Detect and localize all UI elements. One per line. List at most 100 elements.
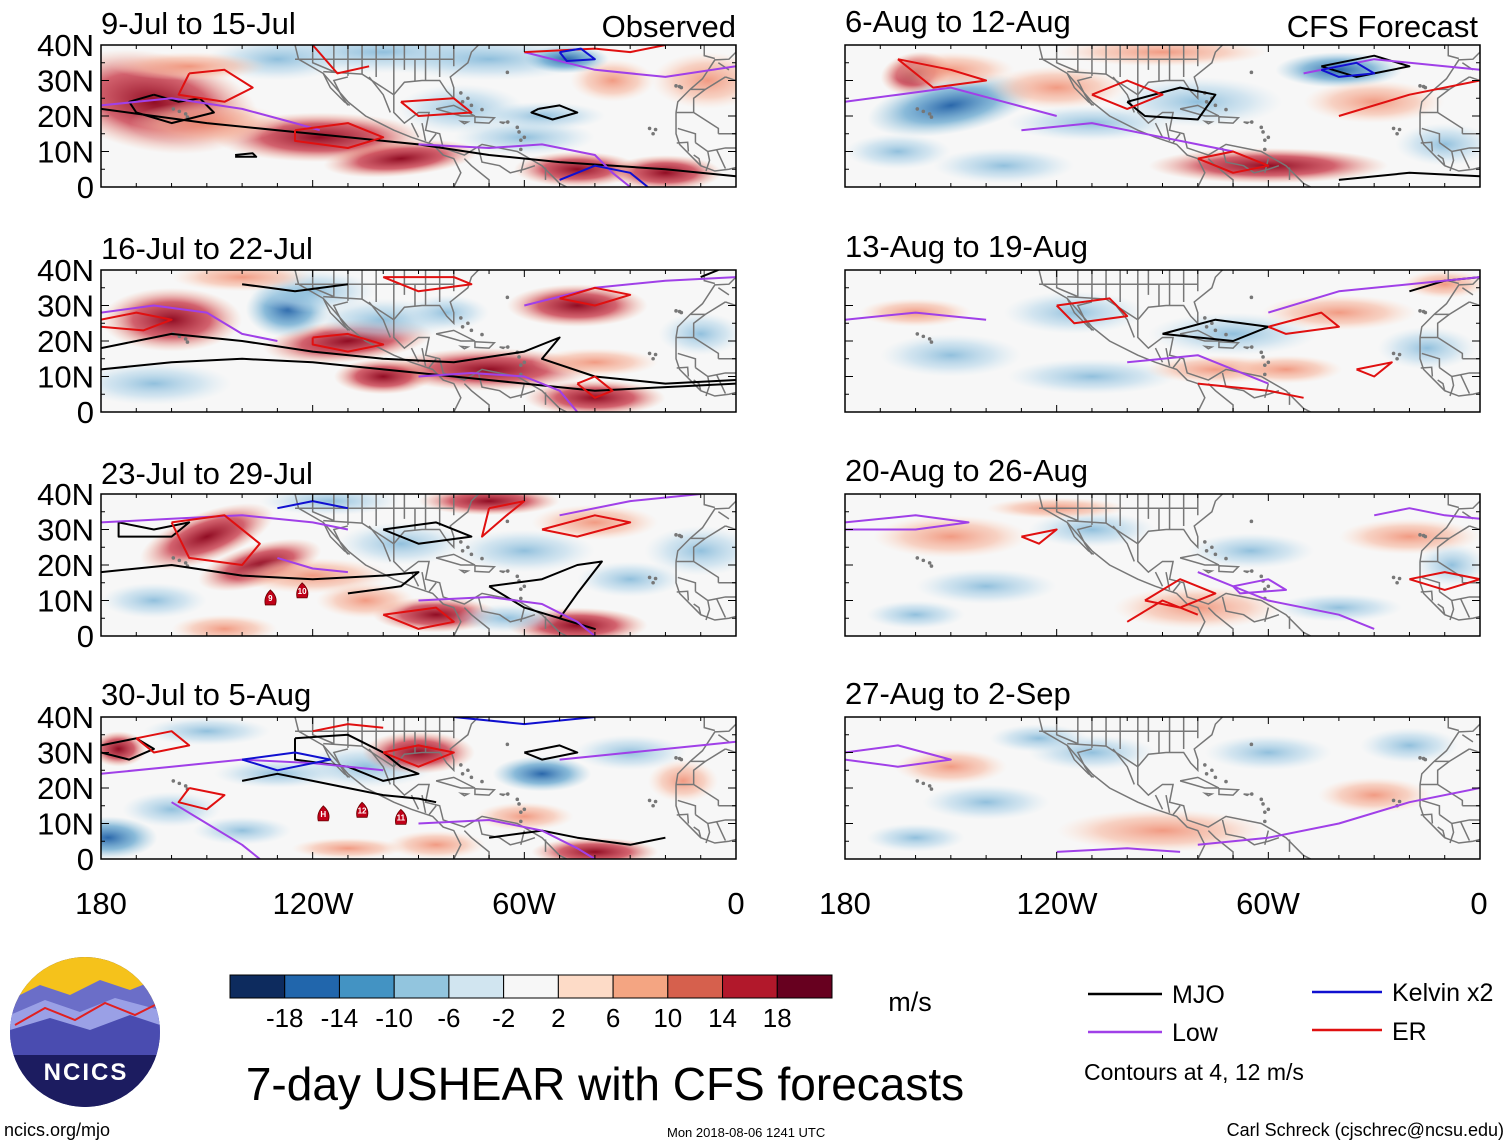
shading-blob xyxy=(1395,123,1480,166)
island xyxy=(1204,325,1209,329)
shading-blob xyxy=(1056,809,1269,852)
colorbar-segment xyxy=(448,974,505,999)
island xyxy=(1418,84,1422,88)
shading-blob xyxy=(915,568,1057,605)
coastline xyxy=(676,511,736,621)
shading-blob xyxy=(651,52,736,109)
island xyxy=(1397,799,1402,804)
coastline xyxy=(703,717,716,732)
coastline xyxy=(294,270,462,412)
island xyxy=(469,328,474,333)
island xyxy=(183,337,188,341)
contour-line xyxy=(135,730,191,754)
island xyxy=(505,345,510,349)
island xyxy=(459,763,463,767)
shading-blob xyxy=(143,717,271,746)
colorbar-segment xyxy=(776,974,833,999)
island xyxy=(921,781,926,786)
contour-line xyxy=(559,740,736,761)
coastline xyxy=(332,748,349,778)
island xyxy=(1391,351,1396,356)
coastline xyxy=(1218,115,1241,124)
island xyxy=(1263,819,1267,824)
contour-line xyxy=(1021,122,1234,153)
contour-line xyxy=(897,58,988,89)
contour-line xyxy=(845,744,952,768)
island xyxy=(480,779,484,784)
shading-blob xyxy=(386,830,486,859)
contour-line xyxy=(101,564,420,595)
island xyxy=(674,756,678,760)
coastline xyxy=(295,494,455,545)
map-panel-f4 xyxy=(844,716,1481,860)
coastline xyxy=(295,45,455,96)
island xyxy=(1224,107,1228,112)
island xyxy=(183,784,188,788)
contour-line xyxy=(382,276,473,293)
footer-author: Carl Schreck (cjschrec@ncsu.edu) xyxy=(1226,1120,1504,1140)
coastline xyxy=(295,270,455,321)
island xyxy=(653,576,658,581)
lat-label: 0 xyxy=(77,170,94,205)
contour-line xyxy=(1091,79,1164,110)
island xyxy=(1423,534,1428,539)
island xyxy=(1391,798,1396,803)
shading-blob xyxy=(1148,312,1318,356)
colorbar-tick-label: 2 xyxy=(551,1003,565,1033)
island xyxy=(651,131,655,136)
shading-blob xyxy=(845,133,951,170)
colorbar-tick-label: -18 xyxy=(266,1003,304,1033)
island xyxy=(1263,587,1267,591)
island xyxy=(480,107,484,112)
island xyxy=(505,569,510,573)
island xyxy=(1418,309,1422,313)
coastline xyxy=(1038,494,1206,636)
contour-line xyxy=(294,122,385,149)
shading-blob xyxy=(577,561,684,597)
island xyxy=(1213,775,1218,780)
lat-label: 30N xyxy=(37,736,94,771)
island xyxy=(466,96,470,101)
island xyxy=(1423,757,1428,762)
contour-line xyxy=(177,68,254,103)
coastline xyxy=(1243,121,1251,125)
coastline xyxy=(1137,45,1224,101)
contour-line xyxy=(700,270,719,279)
island xyxy=(519,363,523,367)
shading-blob xyxy=(1204,734,1332,771)
contour-line xyxy=(576,375,614,399)
shading-blob xyxy=(1377,326,1477,370)
island xyxy=(505,519,510,524)
island xyxy=(1224,332,1228,337)
coastline xyxy=(1066,298,1095,331)
contour-line xyxy=(101,311,173,332)
lat-label: 20N xyxy=(37,771,94,806)
coastline xyxy=(393,766,568,859)
shading-blob xyxy=(337,522,465,565)
island xyxy=(915,107,920,111)
colorbar-segment xyxy=(338,974,395,999)
contour-line xyxy=(418,596,596,636)
contour-line xyxy=(128,93,215,125)
storm-marker: 11 xyxy=(395,808,408,825)
coastline xyxy=(1447,717,1460,732)
shading-blob xyxy=(139,503,274,571)
lon-label-60w-right: 60W xyxy=(1236,886,1300,921)
map-panel-f3 xyxy=(844,493,1481,637)
coastline xyxy=(1112,525,1291,636)
island xyxy=(929,787,934,791)
contour-line xyxy=(524,51,736,78)
island xyxy=(674,84,678,88)
island xyxy=(1423,85,1428,90)
coastline xyxy=(1076,525,1093,555)
island xyxy=(1418,533,1422,537)
colorbar-segment xyxy=(667,974,724,999)
coastline xyxy=(499,346,507,350)
contour-line xyxy=(400,97,473,117)
coastline xyxy=(676,62,736,172)
island xyxy=(679,757,684,762)
legend-label-er: ER xyxy=(1392,1018,1427,1046)
contour-line xyxy=(294,733,420,782)
island xyxy=(921,334,926,339)
